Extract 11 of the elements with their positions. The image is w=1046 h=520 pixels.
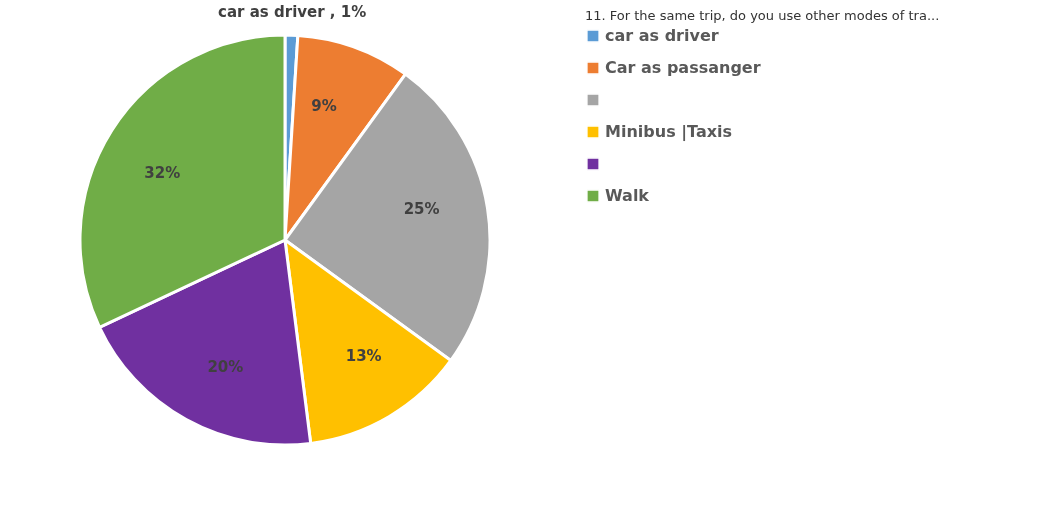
legend-label: Walk — [605, 186, 650, 205]
data-label: 25% — [403, 200, 440, 219]
legend-label: Minibus |Taxis — [605, 122, 733, 142]
data-label: car as driver , 1% — [218, 3, 367, 22]
data-label: 9% — [311, 96, 337, 115]
legend-label: car as driver — [605, 26, 719, 45]
legend-title: 11. For the same trip, do you use other modes of tra... — [585, 8, 940, 23]
legend-label: Car as passanger — [605, 58, 761, 77]
data-label: 20% — [207, 357, 244, 376]
data-label: 32% — [144, 163, 181, 182]
data-label: 13% — [345, 346, 382, 365]
